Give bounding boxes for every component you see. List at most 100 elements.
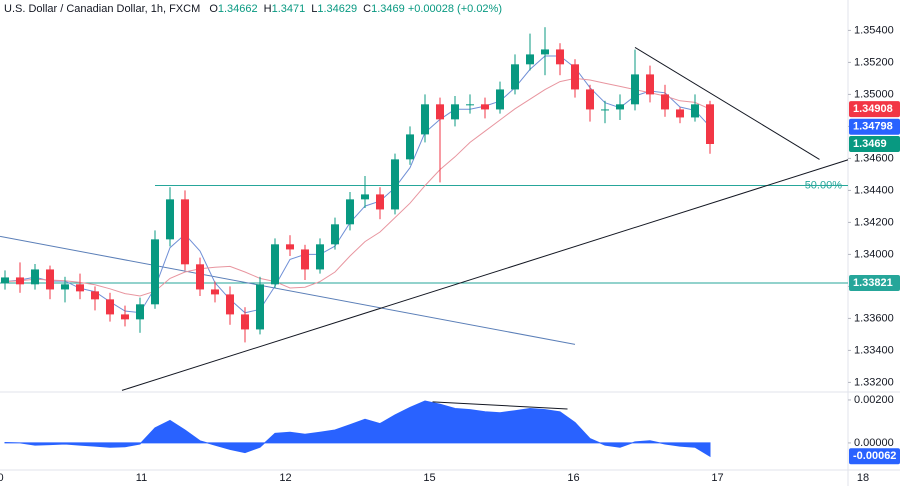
candle-body bbox=[300, 249, 309, 270]
candle-body bbox=[600, 109, 609, 111]
candle-body bbox=[390, 159, 399, 210]
main-pane: 50.00% bbox=[0, 27, 848, 391]
x-tick-label: 12 bbox=[279, 472, 291, 484]
chart-header: U.S. Dollar / Canadian Dollar, 1h, FXCM … bbox=[4, 3, 502, 15]
change: +0.00028 (+0.02%) bbox=[408, 3, 502, 15]
x-tick-label: 11 bbox=[136, 472, 147, 484]
candle-body bbox=[195, 264, 204, 290]
x-tick-label: 17 bbox=[711, 472, 723, 484]
x-tick-label: 0 bbox=[0, 472, 4, 484]
trendline bbox=[0, 235, 576, 345]
price-tag-label: 1.33821 bbox=[853, 277, 893, 289]
price-tag-label: -0.00062 bbox=[853, 450, 896, 462]
y-tick-label: 1.34400 bbox=[854, 184, 894, 196]
ohlc-value: 1.34662 bbox=[218, 3, 258, 15]
candle-body bbox=[540, 49, 549, 55]
oscillator-pane bbox=[4, 400, 711, 458]
trendline bbox=[634, 46, 820, 160]
candle-body bbox=[90, 291, 99, 300]
candle-body bbox=[15, 277, 24, 285]
price-tag-label: 1.3469 bbox=[853, 138, 887, 150]
candle-body bbox=[240, 314, 249, 330]
price-tag bbox=[849, 118, 900, 135]
oscillator-area bbox=[4, 400, 711, 458]
candle-body bbox=[420, 104, 429, 135]
ohlc-value: 1.3469 bbox=[371, 3, 405, 15]
y-tick-label: 1.33600 bbox=[854, 312, 894, 324]
ohlc-values: O1.34662 H1.3471 L1.34629 C1.3469 bbox=[209, 3, 404, 15]
moving-average bbox=[4, 77, 711, 297]
candle-body bbox=[0, 277, 9, 284]
candle-body bbox=[120, 314, 129, 320]
price-tag bbox=[849, 448, 900, 465]
candle-body bbox=[150, 239, 159, 305]
candle-body bbox=[480, 104, 489, 110]
candle-body bbox=[135, 304, 144, 320]
candle-body bbox=[225, 294, 234, 315]
candle-body bbox=[165, 199, 174, 240]
price-tag bbox=[849, 136, 900, 152]
candle-body bbox=[45, 269, 54, 290]
y-tick-label: 1.33200 bbox=[854, 376, 894, 388]
candle-body bbox=[705, 104, 714, 144]
axes: 1.332001.334001.336001.338001.340001.342… bbox=[0, 24, 900, 484]
candle-body bbox=[645, 74, 654, 95]
candle-body bbox=[105, 299, 114, 315]
candle-body bbox=[345, 199, 354, 225]
candle-body bbox=[570, 64, 579, 90]
candle-body bbox=[495, 89, 504, 110]
trendline bbox=[121, 159, 848, 391]
y-tick-label: 1.35200 bbox=[854, 56, 894, 68]
candle-body bbox=[210, 289, 219, 295]
candle-body bbox=[525, 54, 534, 65]
y-tick-label: 1.35400 bbox=[854, 24, 894, 36]
candle-body bbox=[630, 74, 639, 105]
price-tag bbox=[849, 275, 900, 292]
y-tick-label: 1.34600 bbox=[854, 152, 894, 164]
candle-body bbox=[315, 244, 324, 270]
candle-body bbox=[375, 194, 384, 210]
candle-body bbox=[690, 104, 699, 118]
candle-body bbox=[405, 134, 414, 160]
candle-body bbox=[270, 244, 279, 285]
level-label: 50.00% bbox=[805, 179, 843, 191]
symbol-title: U.S. Dollar / Canadian Dollar, 1h, FXCM bbox=[4, 3, 200, 15]
osc-y-tick-label: 0.00200 bbox=[854, 394, 894, 406]
price-tag-label: 1.34798 bbox=[853, 121, 893, 133]
candle-body bbox=[285, 244, 294, 250]
y-tick-label: 1.34000 bbox=[854, 248, 894, 260]
y-tick-label: 1.33400 bbox=[854, 344, 894, 356]
ohlc-label: L bbox=[311, 3, 317, 15]
osc-y-tick-label: 0.00000 bbox=[854, 437, 894, 449]
ohlc-label: C bbox=[363, 3, 371, 15]
candle-body bbox=[660, 94, 669, 110]
candle-body bbox=[510, 64, 519, 90]
candle-body bbox=[180, 199, 189, 265]
candle-body bbox=[30, 269, 39, 285]
price-tag bbox=[849, 101, 900, 118]
candle-body bbox=[255, 284, 264, 330]
y-tick-label: 1.35000 bbox=[854, 88, 894, 100]
candle-body bbox=[585, 89, 594, 110]
candle-body bbox=[60, 284, 69, 290]
candle-body bbox=[75, 284, 84, 292]
y-tick-label: 1.34200 bbox=[854, 216, 894, 228]
candle-body bbox=[465, 104, 474, 106]
candle-body bbox=[675, 109, 684, 118]
candle-body bbox=[435, 104, 444, 120]
candle-body bbox=[615, 104, 624, 110]
x-tick-label: 18 bbox=[857, 472, 869, 484]
trendline bbox=[432, 401, 568, 410]
candle-body bbox=[330, 224, 339, 245]
x-tick-label: 15 bbox=[423, 472, 435, 484]
price-tag-label: 1.34908 bbox=[853, 103, 893, 115]
candle-body bbox=[555, 49, 564, 65]
ohlc-value: 1.3471 bbox=[272, 3, 306, 15]
candle-body bbox=[360, 194, 369, 200]
ohlc-label: H bbox=[264, 3, 272, 15]
ohlc-label: O bbox=[209, 3, 218, 15]
ohlc-value: 1.34629 bbox=[317, 3, 357, 15]
